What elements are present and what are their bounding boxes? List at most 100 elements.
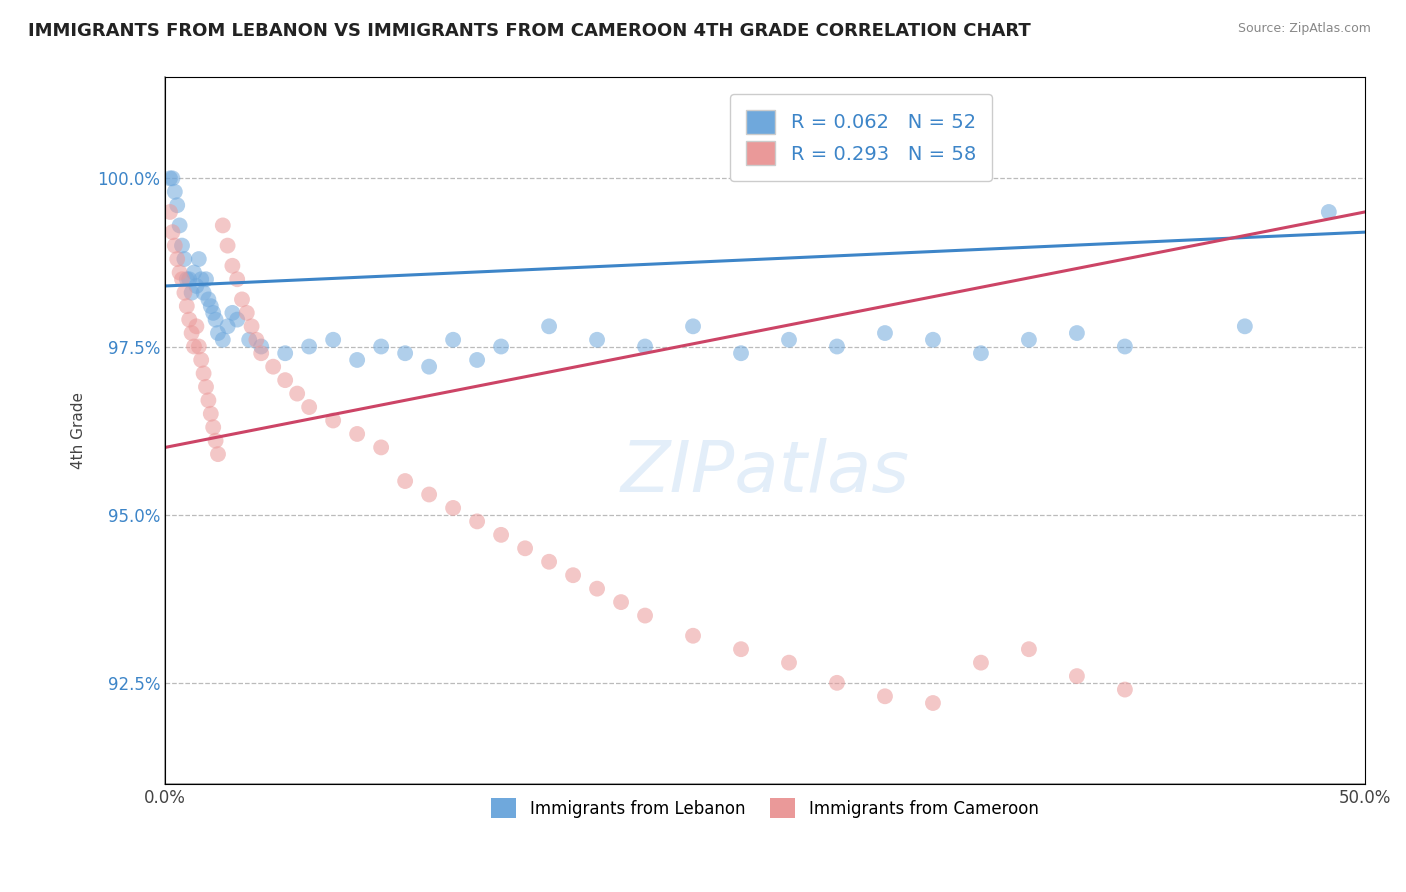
Point — [190, 272, 212, 286]
Point — [186, 319, 208, 334]
Point — [262, 359, 284, 374]
Point — [162, 171, 184, 186]
Point — [346, 353, 368, 368]
Point — [538, 555, 561, 569]
Point — [186, 279, 208, 293]
Point — [250, 339, 273, 353]
Point — [170, 272, 193, 286]
Point — [202, 420, 225, 434]
Point — [778, 656, 800, 670]
Point — [1066, 669, 1088, 683]
Point — [162, 225, 184, 239]
Point — [166, 252, 188, 266]
Point — [217, 238, 239, 252]
Point — [170, 238, 193, 252]
Point — [730, 642, 752, 657]
Point — [221, 306, 243, 320]
Point — [441, 500, 464, 515]
Point — [200, 299, 222, 313]
Point — [195, 380, 218, 394]
Point — [169, 219, 191, 233]
Point — [274, 346, 297, 360]
Point — [159, 205, 181, 219]
Point — [586, 582, 609, 596]
Point — [176, 272, 198, 286]
Point — [179, 312, 201, 326]
Text: IMMIGRANTS FROM LEBANON VS IMMIGRANTS FROM CAMEROON 4TH GRADE CORRELATION CHART: IMMIGRANTS FROM LEBANON VS IMMIGRANTS FR… — [28, 22, 1031, 40]
Point — [187, 339, 209, 353]
Point — [610, 595, 633, 609]
Point — [163, 185, 186, 199]
Point — [193, 285, 215, 300]
Point — [825, 339, 848, 353]
Point — [159, 171, 181, 186]
Point — [197, 393, 219, 408]
Point — [211, 219, 233, 233]
Point — [873, 690, 896, 704]
Point — [394, 474, 416, 488]
Point — [166, 198, 188, 212]
Point — [922, 696, 945, 710]
Point — [1233, 319, 1256, 334]
Point — [173, 252, 195, 266]
Point — [204, 312, 226, 326]
Point — [682, 319, 704, 334]
Point — [202, 306, 225, 320]
Point — [970, 346, 993, 360]
Point — [634, 339, 657, 353]
Point — [176, 299, 198, 313]
Point — [226, 272, 249, 286]
Legend: Immigrants from Lebanon, Immigrants from Cameroon: Immigrants from Lebanon, Immigrants from… — [485, 791, 1045, 825]
Point — [346, 426, 368, 441]
Point — [180, 285, 202, 300]
Y-axis label: 4th Grade: 4th Grade — [72, 392, 86, 469]
Point — [193, 367, 215, 381]
Point — [778, 333, 800, 347]
Point — [298, 400, 321, 414]
Point — [163, 238, 186, 252]
Text: ZIPatlas: ZIPatlas — [620, 439, 910, 508]
Point — [190, 353, 212, 368]
Point — [240, 319, 263, 334]
Point — [236, 306, 259, 320]
Point — [195, 272, 218, 286]
Point — [1317, 205, 1340, 219]
Point — [183, 339, 205, 353]
Point — [285, 386, 308, 401]
Point — [370, 339, 392, 353]
Point — [200, 407, 222, 421]
Point — [465, 353, 488, 368]
Point — [418, 487, 440, 501]
Point — [1114, 682, 1136, 697]
Point — [226, 312, 249, 326]
Point — [274, 373, 297, 387]
Point — [245, 333, 267, 347]
Point — [179, 272, 201, 286]
Point — [169, 266, 191, 280]
Point — [1018, 333, 1040, 347]
Point — [1114, 339, 1136, 353]
Point — [322, 333, 344, 347]
Point — [298, 339, 321, 353]
Point — [207, 326, 229, 340]
Point — [1018, 642, 1040, 657]
Point — [825, 676, 848, 690]
Point — [211, 333, 233, 347]
Point — [217, 319, 239, 334]
Point — [370, 441, 392, 455]
Point — [538, 319, 561, 334]
Point — [562, 568, 585, 582]
Point — [187, 252, 209, 266]
Point — [465, 515, 488, 529]
Point — [173, 285, 195, 300]
Point — [730, 346, 752, 360]
Point — [221, 259, 243, 273]
Point — [197, 293, 219, 307]
Point — [250, 346, 273, 360]
Point — [634, 608, 657, 623]
Point — [489, 339, 512, 353]
Point — [970, 656, 993, 670]
Point — [322, 413, 344, 427]
Point — [586, 333, 609, 347]
Point — [238, 333, 260, 347]
